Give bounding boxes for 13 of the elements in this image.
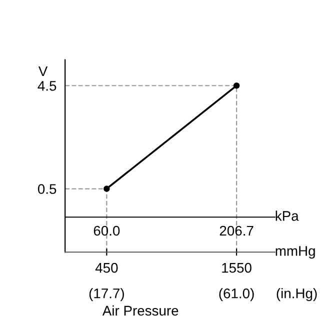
text: (in.Hg) bbox=[276, 288, 317, 302]
x2-tick-label: 450 bbox=[95, 262, 118, 273]
x2-axis-title: mmHg bbox=[276, 246, 315, 259]
x2-tick-label: 1550 bbox=[222, 262, 252, 273]
x-tick-label: 60.0 bbox=[94, 226, 120, 236]
y-tick-label: 0.5 bbox=[38, 184, 56, 194]
y-tick-label: 4.5 bbox=[38, 81, 56, 91]
text: (17.7) bbox=[89, 288, 124, 302]
x-tick-label: 206.7 bbox=[220, 226, 254, 236]
x-axis-title: kPa bbox=[276, 210, 299, 221]
y-axis-title: V bbox=[38, 66, 48, 76]
text: (61.0) bbox=[219, 288, 254, 302]
text: Air Pressure bbox=[102, 305, 178, 316]
